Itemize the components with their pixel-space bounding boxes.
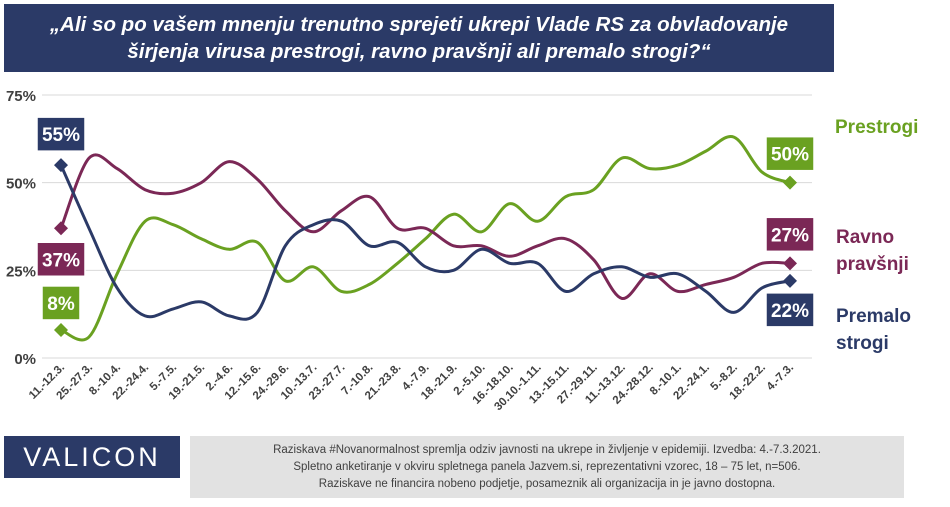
valicon-logo: VALICON <box>4 436 180 478</box>
y-tick-label: 50% <box>6 176 36 193</box>
data-label-premalo-26: 22% <box>765 292 815 328</box>
legend-prestrogi-text: Prestrogi <box>835 117 919 138</box>
data-label-premalo-0: 55% <box>36 116 86 152</box>
x-axis-ticks: 11.-12.3.25.-27.3.8.-10.4.22.-24.4.5.-7.… <box>27 362 796 413</box>
data-label-text: 50% <box>771 145 809 166</box>
methodology-note: Raziskava #Novanormalnost spremlja odziv… <box>190 436 904 498</box>
legend-premalo-line-1: Premalo <box>836 306 911 327</box>
data-label-prestrogi-26: 50% <box>765 135 815 172</box>
chart-title-line-1: „Ali so po vašem mnenju trenutno sprejet… <box>49 13 789 36</box>
note-line-3: Raziskave ne financira nobeno podjetje, … <box>318 478 776 490</box>
series-line-prestrogi <box>59 135 792 342</box>
note-line-1: Raziskava #Novanormalnost spremlja odziv… <box>273 444 821 456</box>
line-chart: 0% 25% 50% 75% 11.-12.3.25.-27.3.8.-10.4.22… <box>6 88 815 413</box>
marker-premalo <box>54 158 68 173</box>
y-axis-ticks: 0% 25% 50% 75% <box>6 88 36 368</box>
legend-ravno-line-2: pravšnji <box>836 254 909 275</box>
data-label-prestrogi-0: 8% <box>41 285 81 321</box>
marker-ravno <box>783 256 797 271</box>
data-label-text: 8% <box>47 294 75 315</box>
series-line-ravno <box>59 153 792 300</box>
legend-premalo-line-2: strogi <box>836 333 889 354</box>
legend-ravno-pravsnji: Ravno pravšnji <box>836 224 909 278</box>
marker-ravno <box>54 221 68 236</box>
marker-prestrogi <box>54 322 68 337</box>
chart-title: „Ali so po vašem mnenju trenutno sprejet… <box>4 11 834 65</box>
series-lines <box>59 135 792 342</box>
y-tick-label: 75% <box>6 88 36 105</box>
x-tick-label: 4.-7.3. <box>765 362 797 394</box>
legend-ravno-line-1: Ravno <box>836 227 895 248</box>
data-label-text: 27% <box>771 225 809 246</box>
data-label-text: 22% <box>771 301 809 322</box>
y-tick-label: 25% <box>6 263 36 280</box>
data-labels: 55% 37% 8% 50% 27% 22% <box>36 116 815 328</box>
chart-title-line-2: širjenja virusa prestrogi, ravno pravšnj… <box>127 40 711 63</box>
marker-prestrogi <box>783 175 797 190</box>
series-markers <box>54 158 797 337</box>
title-bar: „Ali so po vašem mnenju trenutno sprejet… <box>4 4 834 72</box>
data-label-ravno-26: 27% <box>765 216 815 253</box>
y-tick-label: 0% <box>14 351 36 368</box>
legend-premalo-strogi: Premalo strogi <box>836 303 911 357</box>
legend-prestrogi: Prestrogi <box>835 114 918 141</box>
data-label-text: 37% <box>42 250 80 271</box>
marker-premalo <box>783 273 797 288</box>
brand-name: VALICON <box>23 442 161 472</box>
data-label-ravno-0: 37% <box>36 241 86 278</box>
series-line-premalo <box>59 163 792 321</box>
data-label-text: 55% <box>42 125 80 146</box>
grid-layer <box>42 94 812 359</box>
note-line-2: Spletno anketiranje v okviru spletnega p… <box>293 461 801 473</box>
